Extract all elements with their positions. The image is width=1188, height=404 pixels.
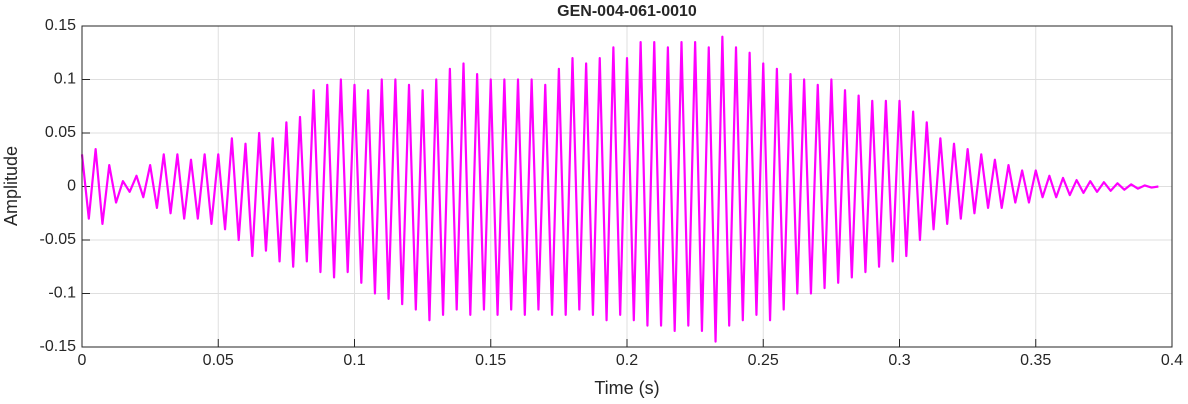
y-tick-label: -0.15 [40, 338, 77, 355]
y-axis-label: Amplitude [1, 146, 21, 226]
y-tick-label: 0.1 [54, 71, 76, 88]
plot-frame [81, 25, 1173, 348]
x-tick-label: 0.25 [748, 352, 779, 369]
y-tick-label: 0.15 [45, 17, 76, 34]
y-tick-label: -0.05 [40, 231, 77, 248]
y-tick-label: 0.05 [45, 124, 76, 141]
x-axis-label: Time (s) [594, 378, 659, 398]
y-tick-label: -0.1 [48, 285, 76, 302]
x-tick-label: 0.3 [888, 352, 910, 369]
x-tick-label: 0.35 [1020, 352, 1051, 369]
waveform-line [80, 35, 1159, 343]
x-tick-label: 0 [78, 352, 87, 369]
y-tick-label: 0 [67, 178, 76, 195]
chart-title: GEN-004-061-0010 [557, 3, 697, 20]
x-tick-label: 0.05 [203, 352, 234, 369]
x-tick-label: 0.15 [475, 352, 506, 369]
x-tick-label: 0.1 [343, 352, 365, 369]
x-tick-label: 0.4 [1161, 352, 1183, 369]
x-tick-label: 0.2 [616, 352, 638, 369]
